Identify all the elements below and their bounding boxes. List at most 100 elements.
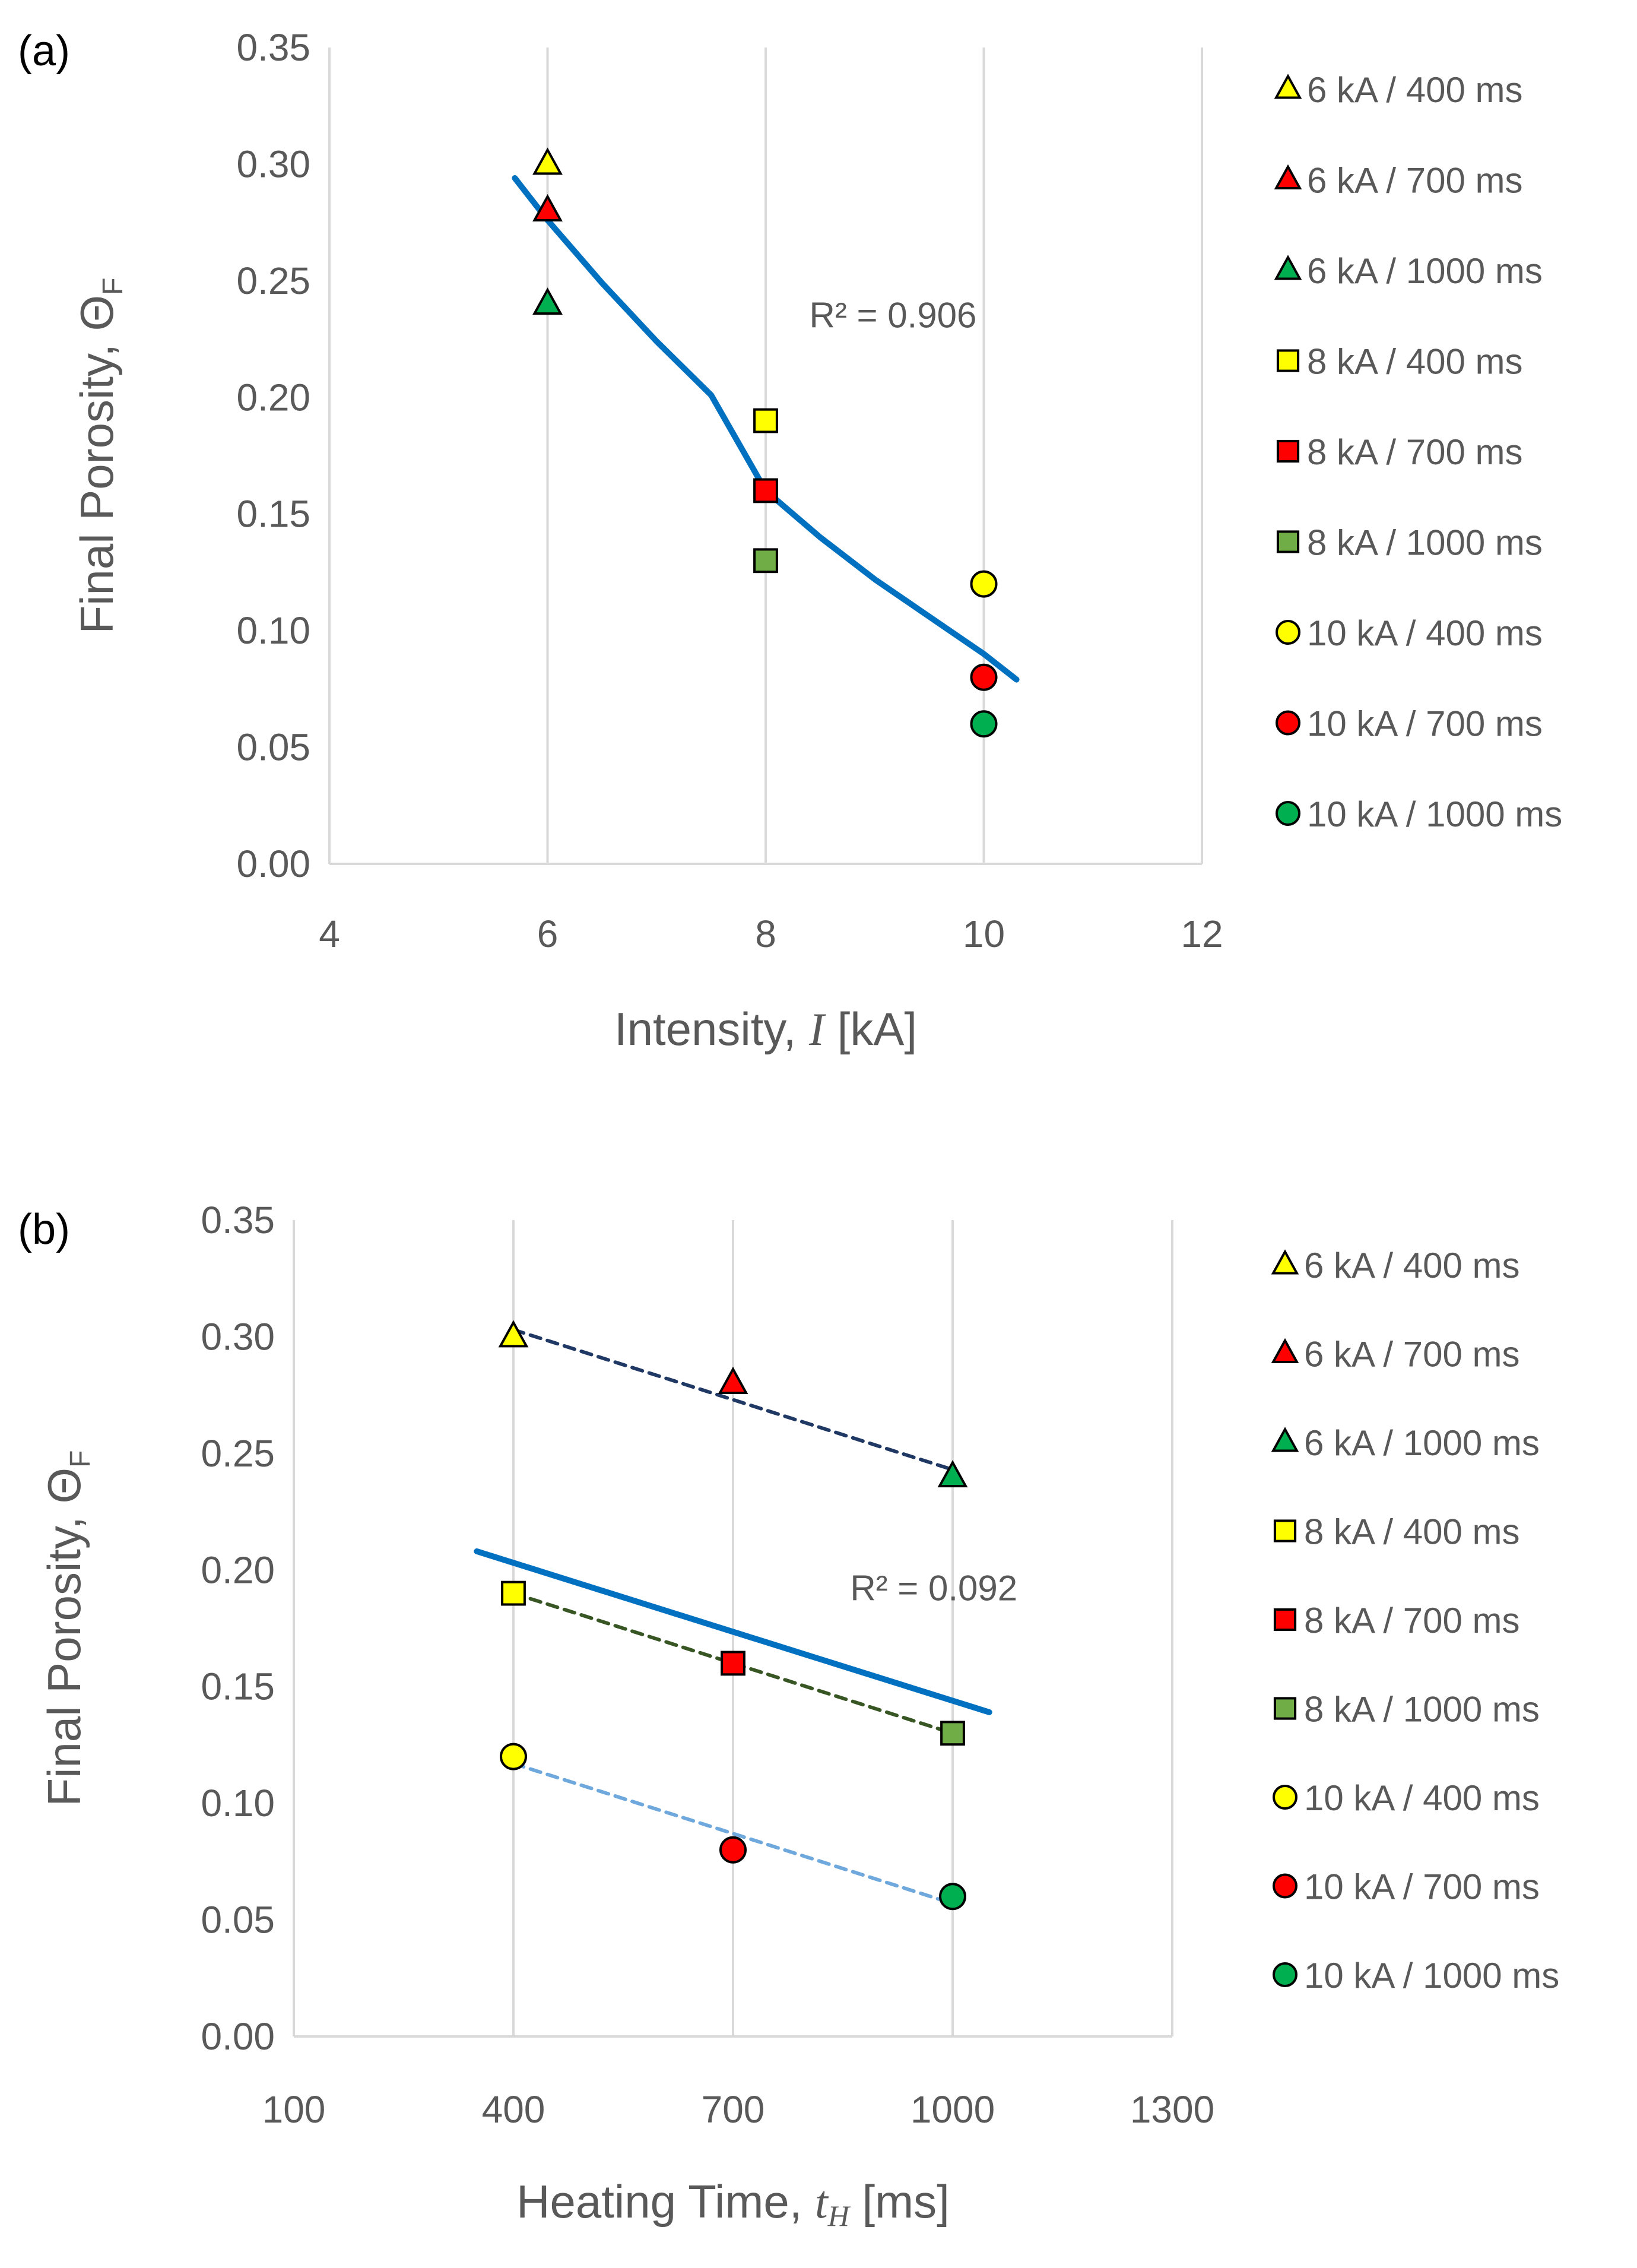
x-tick-label: 1000	[910, 2088, 995, 2131]
trendline-6kA	[512, 1328, 954, 1472]
legend-item: 6 kA / 1000 ms	[1271, 1423, 1540, 1463]
legend-label: 10 kA / 400 ms	[1307, 613, 1543, 653]
x-tick-labels-a: 4 6 8 10 12	[319, 913, 1223, 955]
y-tick-label: 0.05	[201, 1899, 275, 1941]
legend-label: 6 kA / 400 ms	[1307, 70, 1523, 110]
y-tick-label: 0.00	[201, 2015, 275, 2058]
legend-item: 8 kA / 400 ms	[1273, 1512, 1520, 1552]
data-points-a	[532, 147, 998, 738]
y-axis-label-a: Final Porosity, ΘF	[71, 277, 129, 633]
legend-marker	[1274, 164, 1302, 189]
y-axis-label-b: Final Porosity, ΘF	[38, 1450, 96, 1806]
panel-label-a: (a)	[18, 27, 70, 75]
legend-label: 10 kA / 1000 ms	[1304, 1956, 1559, 1995]
x-tick-label: 10	[963, 913, 1005, 955]
y-tick-label: 0.10	[201, 1782, 275, 1824]
trendline-overall	[474, 1548, 992, 1715]
y-tick-labels-b: 0.00 0.05 0.10 0.15 0.20 0.25 0.30 0.35	[201, 1199, 275, 2058]
legend-item: 8 kA / 1000 ms	[1276, 523, 1543, 563]
legend-item: 6 kA / 1000 ms	[1274, 251, 1543, 291]
legend-item: 6 kA / 400 ms	[1271, 1246, 1520, 1285]
y-tick-label: 0.05	[236, 726, 310, 769]
legend-marker	[1273, 1962, 1297, 1987]
x-tick-label: 1300	[1130, 2088, 1214, 2131]
y-tick-label: 0.10	[236, 609, 310, 652]
data-point-5	[753, 548, 778, 574]
x-tick-label: 400	[482, 2088, 545, 2131]
y-tick-label: 0.00	[236, 842, 310, 885]
legend-label: 6 kA / 700 ms	[1307, 161, 1523, 201]
data-point-0	[498, 1320, 529, 1348]
legend-marker	[1274, 255, 1302, 280]
legend-item: 6 kA / 700 ms	[1271, 1335, 1520, 1374]
legend-label: 8 kA / 1000 ms	[1307, 523, 1543, 563]
x-axis-label-b: Heating Time, tH [ms]	[516, 2175, 950, 2232]
panel-label-b: (b)	[18, 1206, 70, 1253]
legend-marker	[1276, 710, 1300, 736]
legend-marker	[1271, 1338, 1299, 1363]
legend-marker	[1273, 1785, 1297, 1810]
legend-marker	[1276, 530, 1300, 553]
r2-label-b: R² = 0.092	[850, 1568, 1017, 1608]
legend-label: 8 kA / 400 ms	[1307, 342, 1523, 382]
legend-item: 8 kA / 1000 ms	[1273, 1690, 1540, 1729]
y-tick-label: 0.35	[201, 1199, 275, 1241]
data-point-8	[970, 710, 998, 738]
legend-b: 6 kA / 400 ms 6 kA / 700 ms 6 kA / 1000 ms…	[1271, 1246, 1559, 1995]
axis-b	[293, 1220, 1172, 2038]
legend-item: 10 kA / 1000 ms	[1273, 1956, 1559, 1995]
legend-label: 10 kA / 1000 ms	[1307, 794, 1562, 834]
data-point-7	[970, 663, 998, 691]
y-tick-label: 0.15	[236, 493, 310, 536]
legend-marker	[1276, 439, 1300, 463]
legend-marker	[1271, 1427, 1299, 1452]
legend-label: 8 kA / 1000 ms	[1304, 1690, 1540, 1729]
legend-item: 8 kA / 400 ms	[1276, 342, 1523, 382]
legend-marker	[1274, 74, 1302, 99]
legend-item: 10 kA / 1000 ms	[1276, 794, 1562, 834]
data-point-6	[970, 570, 998, 598]
data-point-6	[500, 1743, 527, 1770]
axis-a	[328, 47, 1202, 865]
chart-b: (b) 0.00 0.05 0.10 0.15 0.20 0.25 0.30 0.35 100…	[18, 1199, 1559, 2232]
y-tick-label: 0.30	[201, 1315, 275, 1358]
data-point-0	[532, 147, 563, 175]
x-tick-label: 12	[1181, 913, 1223, 955]
legend-marker	[1273, 1608, 1297, 1632]
y-tick-label: 0.20	[236, 376, 310, 419]
chart-a: (a) 0.00 0.05 0.10 0.15 0.20 0.25 0.30 0.35 4 6 8…	[18, 26, 1562, 1055]
y-tick-label: 0.30	[236, 142, 310, 185]
y-tick-labels-a: 0.00 0.05 0.10 0.15 0.20 0.25 0.30 0.35	[236, 26, 310, 885]
x-tick-labels-b: 100 400 700 1000 1300	[262, 2088, 1215, 2131]
legend-label: 6 kA / 1000 ms	[1304, 1423, 1540, 1463]
legend-item: 10 kA / 700 ms	[1273, 1867, 1540, 1907]
data-point-5	[940, 1721, 965, 1746]
data-point-1	[718, 1366, 748, 1394]
data-point-1	[532, 194, 563, 221]
data-points-b	[498, 1320, 968, 1911]
legend-item: 10 kA / 400 ms	[1276, 613, 1543, 653]
legend-marker	[1273, 1873, 1297, 1899]
y-tick-label: 0.20	[201, 1548, 275, 1591]
data-point-3	[753, 408, 778, 433]
data-point-8	[939, 1883, 966, 1911]
y-tick-label: 0.25	[236, 259, 310, 302]
legend-marker	[1273, 1519, 1297, 1542]
legend-marker	[1271, 1249, 1299, 1275]
y-tick-label: 0.35	[236, 26, 310, 69]
x-tick-label: 4	[319, 913, 340, 955]
legend-marker	[1273, 1697, 1297, 1720]
trendlines-b	[474, 1328, 992, 1906]
data-point-4	[753, 478, 778, 503]
legend-label: 8 kA / 700 ms	[1307, 432, 1523, 472]
legend-marker	[1276, 349, 1300, 372]
legend-label: 10 kA / 400 ms	[1304, 1778, 1540, 1818]
legend-marker	[1276, 801, 1300, 826]
legend-item: 10 kA / 700 ms	[1276, 704, 1543, 744]
legend-label: 8 kA / 400 ms	[1304, 1512, 1520, 1552]
x-axis-label-a: Intensity, I [kA]	[614, 1003, 917, 1055]
legend-label: 8 kA / 700 ms	[1304, 1601, 1520, 1640]
legend-label: 10 kA / 700 ms	[1307, 704, 1543, 744]
data-point-2	[937, 1460, 968, 1488]
